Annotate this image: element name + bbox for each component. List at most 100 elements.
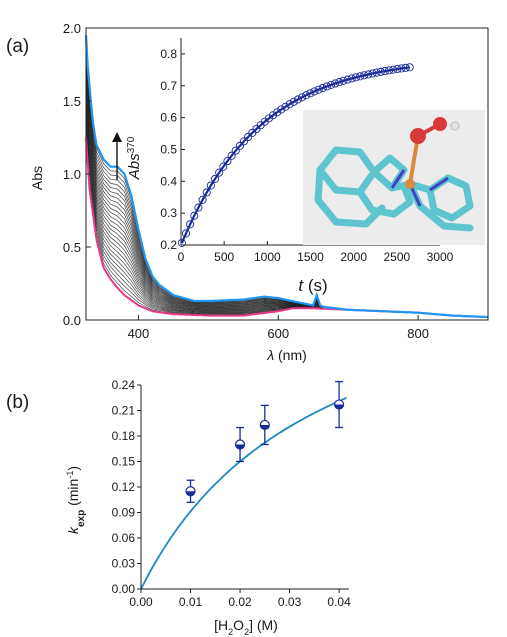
growth-arrow [112, 132, 122, 180]
inset-marker [244, 132, 253, 142]
rate-axes: 0.00 0.03 0.06 0.09 0.12 0.15 0.18 0.21 0.24 0.00… [112, 378, 351, 609]
h2o2-open: [H [214, 617, 228, 633]
rate-x-axis-title: [H2O2] (M) [214, 617, 278, 637]
inset-marker [322, 82, 331, 91]
metal-atom [405, 179, 415, 189]
inset-marker [273, 108, 282, 117]
rate-y-tick-label: 0.18 [112, 429, 136, 443]
inset-marker [202, 188, 211, 197]
inset-marker [393, 64, 402, 74]
rate-fit-curve [140, 396, 347, 590]
inset-marker [306, 89, 315, 98]
y-tick-label: 1.0 [63, 167, 81, 182]
inset-marker [194, 203, 203, 212]
y-tick-label: 1.5 [63, 94, 81, 109]
rate-y-axis-title: kexp (min-1) [65, 466, 87, 534]
metal-oxygen-bond [408, 135, 420, 185]
inset-y-tick-label: 0.4 [160, 174, 177, 188]
inset-x-unit: (s) [303, 276, 328, 295]
inset-marker [210, 174, 220, 183]
lambda-unit: (nm) [274, 347, 307, 363]
k-unit-sup: -1 [65, 471, 75, 479]
oxygen-atom [410, 128, 426, 144]
point-fill [186, 491, 196, 496]
inset-marker [397, 64, 406, 73]
inset-marker [223, 157, 232, 166]
inset-marker [297, 93, 307, 102]
rate-x-tick-label: 0.03 [278, 595, 302, 609]
panel-b: (b) 0.00 0.03 0.06 0.09 0.12 0.15 0.18 0.21 0.24… [6, 378, 351, 637]
h2o2-sub2: 2 [244, 627, 249, 637]
rate-x-tick-label: 0.04 [327, 595, 351, 609]
inset-x-tick-label: 3000 [427, 250, 454, 264]
rate-data-point [234, 426, 246, 463]
molecule-bonds [314, 122, 474, 232]
inset-marker [289, 97, 298, 106]
panel-b-label: (b) [6, 392, 29, 413]
inset-marker [219, 162, 228, 171]
rate-y-tick-label: 0.06 [112, 531, 136, 545]
inset-marker [339, 76, 348, 85]
inset-marker [198, 195, 207, 204]
inset-y-tick-label: 0.2 [160, 238, 177, 252]
inset-marker [343, 75, 352, 84]
spectra-plot: 0.0 0.5 1.0 1.5 2.0 400 600 800 Abs λ (nm) [29, 21, 489, 363]
bond [314, 166, 386, 228]
inset-x-tick-label: 500 [214, 250, 234, 264]
nitrogen-bond [390, 169, 406, 189]
inset-marker [181, 229, 191, 238]
inset-y-abs: Abs [126, 153, 143, 180]
inset-marker [405, 63, 414, 72]
point-fill [235, 444, 245, 449]
inset-marker [401, 63, 410, 72]
k-unit: (min [65, 479, 81, 510]
inset-marker [293, 95, 302, 104]
rate-y-tick-label: 0.00 [112, 582, 136, 596]
inset-marker [331, 79, 340, 88]
h2o2-close: ] (M) [249, 617, 278, 633]
rate-x-tick-label: 0.00 [129, 595, 153, 609]
panel-a: (a) 0.0 0.5 1.0 1.5 2.0 400 600 800 Abs λ (nm) [6, 21, 489, 363]
inset-marker [227, 151, 236, 160]
point-fill [334, 404, 344, 410]
inset-x-tick-label: 0 [178, 250, 185, 264]
final-spectrum-line [84, 35, 489, 319]
rate-y-tick-label: 0.09 [112, 506, 136, 520]
k-symbol: k [65, 526, 81, 534]
x-tick-label: 600 [267, 326, 289, 341]
rate-x-tick-label: 0.01 [179, 595, 203, 609]
inset-marker [186, 220, 195, 229]
inset-y-axis-title: Abs370 [126, 136, 144, 180]
point-fill [260, 424, 270, 430]
inset-marker [389, 65, 398, 74]
inset-x-tick-label: 2000 [340, 250, 367, 264]
spectra-x-axis-title: λ (nm) [266, 347, 307, 363]
rate-y-tick-label: 0.12 [112, 480, 136, 494]
panel-a-label: (a) [6, 36, 29, 57]
k-subscript: exp [76, 510, 87, 527]
inset-marker [177, 238, 186, 247]
inset-marker [372, 68, 381, 77]
inset-marker [385, 66, 394, 75]
rate-y-tick-label: 0.24 [112, 378, 136, 392]
inset-marker [215, 168, 224, 177]
molecule-atoms [405, 117, 460, 189]
x-tick-label: 800 [407, 326, 429, 341]
rate-x-tick-label: 0.02 [228, 595, 252, 609]
rate-plot: 0.00 0.03 0.06 0.09 0.12 0.15 0.18 0.21 0.24 0.00… [65, 378, 351, 637]
inset-marker [268, 111, 278, 120]
rate-y-tick-label: 0.03 [112, 557, 136, 571]
inset-marker [376, 67, 385, 76]
y-tick-label: 0.5 [63, 240, 81, 255]
inset-x-t: t [298, 276, 304, 295]
inset-y-tick-label: 0.5 [160, 142, 177, 156]
spectra-axes: 0.0 0.5 1.0 1.5 2.0 400 600 800 [63, 21, 429, 341]
spectra-y-axis-title: Abs [29, 166, 45, 190]
inset-y-tick-label: 0.7 [160, 79, 177, 93]
lambda-symbol: λ [266, 347, 274, 363]
nitrogen-bond [429, 176, 449, 192]
inset-marker [231, 146, 240, 155]
oxygen-atom [433, 117, 447, 131]
y-tick-label: 0.0 [63, 313, 81, 328]
